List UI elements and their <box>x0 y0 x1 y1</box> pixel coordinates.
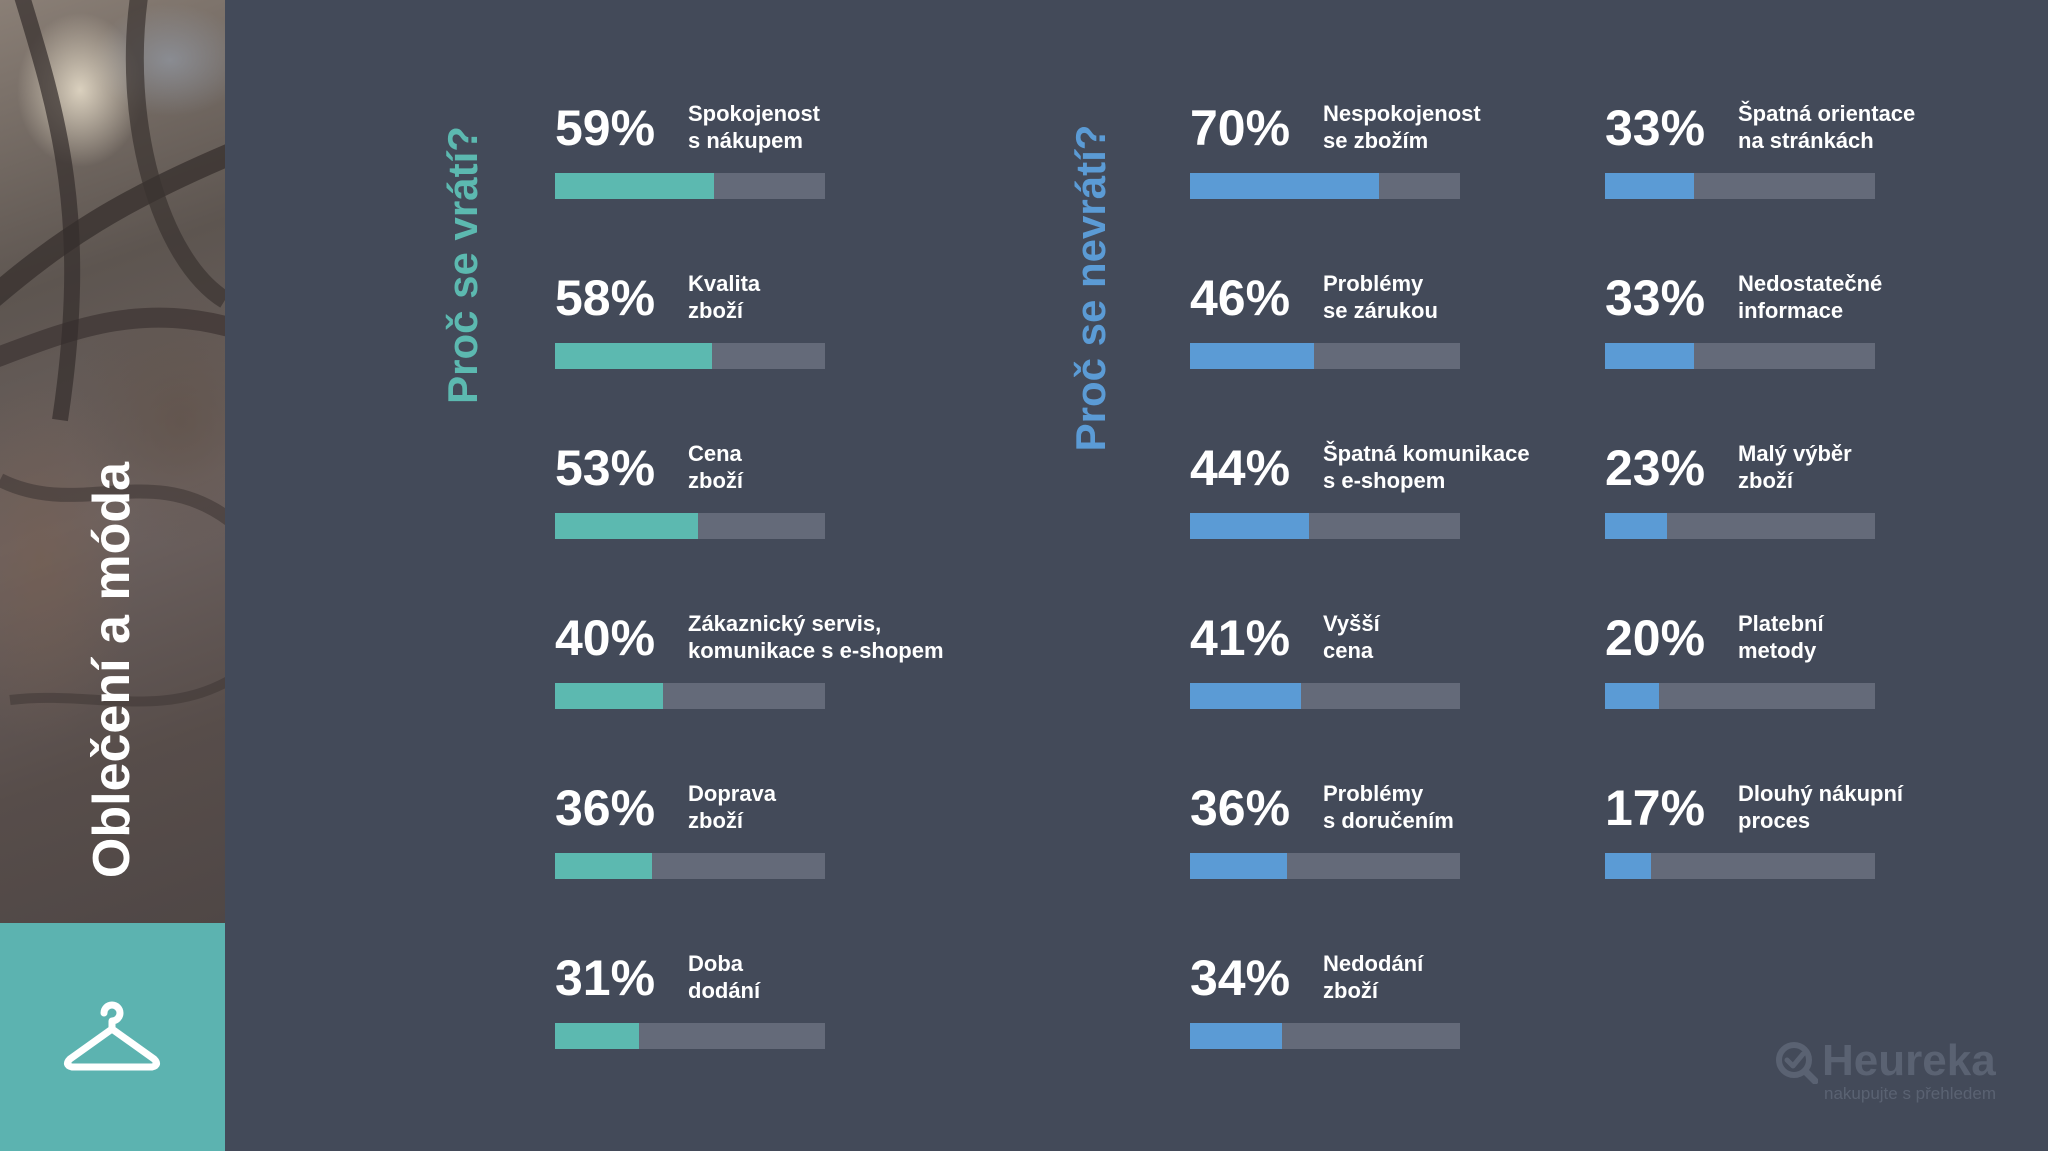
stat-label: Malý výběr zboží <box>1738 441 1852 493</box>
stat-percentage: 44% <box>1190 440 1291 496</box>
stat-percentage: 33% <box>1605 100 1706 156</box>
bar-track <box>1190 343 1460 369</box>
stat-item: 40% Zákaznický servis, komunikace s e-sho… <box>555 610 975 720</box>
stat-label: Platební metody <box>1738 611 1824 663</box>
bar-track <box>555 1023 825 1049</box>
stat-label: Nedostatečné informace <box>1738 271 1883 323</box>
bar-track <box>1605 173 1875 199</box>
stat-label: Kvalita zboží <box>688 271 761 323</box>
stat-label: Doprava zboží <box>688 781 777 833</box>
bar-fill <box>555 173 715 199</box>
stat-item: 17% Dlouhý nákupní proces <box>1605 780 2025 890</box>
bar-track <box>555 173 825 199</box>
bar-track <box>555 853 825 879</box>
shoelace-photo-decoration <box>0 0 225 707</box>
stat-percentage: 70% <box>1190 100 1291 156</box>
background-photo <box>0 0 225 923</box>
stat-label: Vyšší cena <box>1323 611 1380 663</box>
stat-percentage: 59% <box>555 100 656 156</box>
bar-track <box>1605 683 1875 709</box>
bar-fill <box>555 513 699 539</box>
bar-track <box>1605 343 1875 369</box>
stat-item: 58% Kvalita zboží <box>555 270 975 380</box>
bar-fill <box>1190 173 1379 199</box>
stat-percentage: 46% <box>1190 270 1291 326</box>
bar-fill <box>555 343 712 369</box>
section-title-not-return: Proč se nevrátí? <box>1067 124 1114 452</box>
stat-percentage: 41% <box>1190 610 1291 666</box>
stat-label: Nedodání zboží <box>1323 951 1424 1003</box>
stat-item: 41% Vyšší cena <box>1190 610 1610 720</box>
stat-label: Špatná orientace na stránkách <box>1738 101 1916 153</box>
stat-label: Dlouhý nákupní proces <box>1738 781 1903 833</box>
stat-item: 20% Platební metody <box>1605 610 2025 720</box>
bar-fill <box>555 853 653 879</box>
stat-percentage: 36% <box>555 780 656 836</box>
section-title-return: Proč se vrátí? <box>439 126 486 404</box>
bar-fill <box>1605 853 1651 879</box>
category-icon-box <box>0 923 225 1151</box>
stat-label: Spokojenost s nákupem <box>688 101 821 153</box>
stat-label: Cena zboží <box>688 441 743 493</box>
bar-fill <box>1605 683 1659 709</box>
logo-tagline: nakupujte s přehledem <box>1824 1084 1997 1103</box>
stat-item: 33% Nedostatečné informace <box>1605 270 2025 380</box>
bar-fill <box>1190 1023 1282 1049</box>
bar-track <box>555 343 825 369</box>
stat-percentage: 33% <box>1605 270 1706 326</box>
bar-fill <box>1190 343 1315 369</box>
stat-item: 44% Špatná komunikace s e-shopem <box>1190 440 1610 550</box>
stat-item: 46% Problémy se zárukou <box>1190 270 1610 380</box>
bar-fill <box>1605 343 1695 369</box>
bar-track <box>1605 513 1875 539</box>
bar-track <box>1190 173 1460 199</box>
stat-item: 59% Spokojenost s nákupem <box>555 100 975 210</box>
stat-percentage: 31% <box>555 950 656 1006</box>
stat-label: Problémy s doručením <box>1323 781 1454 833</box>
stat-item: 33% Špatná orientace na stránkách <box>1605 100 2025 210</box>
bar-fill <box>1190 513 1309 539</box>
bar-track <box>555 683 825 709</box>
stat-item: 36% Doprava zboží <box>555 780 975 890</box>
stat-item: 36% Problémy s doručením <box>1190 780 1610 890</box>
stat-percentage: 40% <box>555 610 656 666</box>
stat-item: 53% Cena zboží <box>555 440 975 550</box>
sidebar: Oblečení a móda <box>0 0 225 1151</box>
heureka-logo-icon <box>1776 1042 1818 1084</box>
stat-label: Špatná komunikace s e-shopem <box>1323 441 1530 493</box>
bar-fill <box>1190 683 1301 709</box>
stat-item: 23% Malý výběr zboží <box>1605 440 2025 550</box>
bar-track <box>1190 683 1460 709</box>
stat-item: 34% Nedodání zboží <box>1190 950 1610 1060</box>
stat-percentage: 20% <box>1605 610 1706 666</box>
stat-percentage: 58% <box>555 270 656 326</box>
bar-fill <box>555 1023 639 1049</box>
bar-track <box>1190 853 1460 879</box>
bar-fill <box>555 683 663 709</box>
stat-percentage: 34% <box>1190 950 1291 1006</box>
stat-percentage: 53% <box>555 440 656 496</box>
bar-track <box>555 513 825 539</box>
stat-item: 31% Doba dodání <box>555 950 975 1060</box>
bar-fill <box>1605 513 1668 539</box>
bar-fill <box>1190 853 1288 879</box>
stat-item: 70% Nespokojenost se zbožím <box>1190 100 1610 210</box>
stat-percentage: 36% <box>1190 780 1291 836</box>
logo-brand: Heureka <box>1822 1036 1996 1085</box>
hanger-icon <box>63 1001 161 1071</box>
stat-label: Zákaznický servis, komunikace s e-shopem <box>688 611 944 663</box>
stat-percentage: 17% <box>1605 780 1706 836</box>
bar-fill <box>1605 173 1695 199</box>
stat-label: Doba dodání <box>688 951 761 1003</box>
stat-percentage: 23% <box>1605 440 1706 496</box>
sidebar-title: Oblečení a móda <box>83 461 141 879</box>
bar-track <box>1605 853 1875 879</box>
stat-label: Nespokojenost se zbožím <box>1323 101 1481 153</box>
bar-track <box>1190 513 1460 539</box>
stat-label: Problémy se zárukou <box>1323 271 1438 323</box>
bar-track <box>1190 1023 1460 1049</box>
